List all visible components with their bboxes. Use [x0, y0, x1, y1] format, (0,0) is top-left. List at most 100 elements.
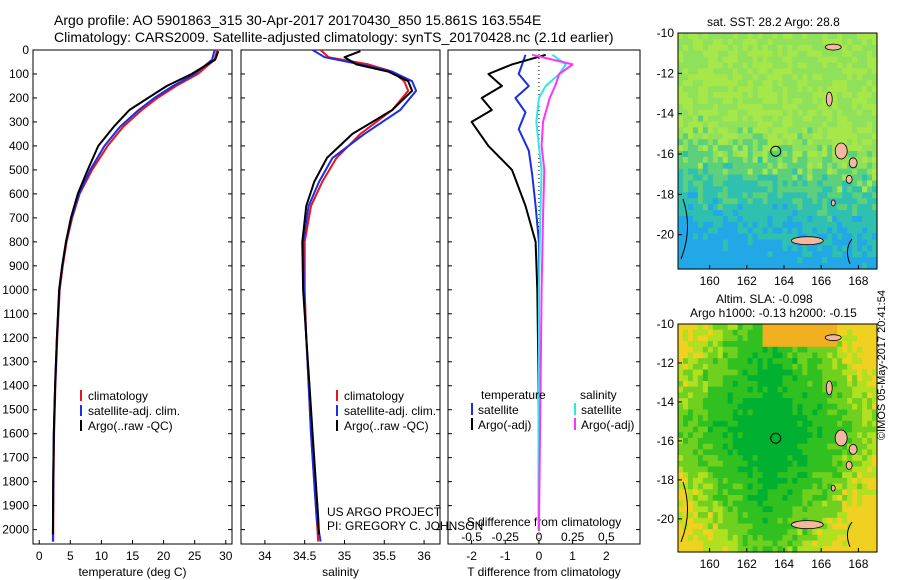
map-cell	[722, 381, 729, 388]
map-cell	[717, 245, 724, 252]
map-cell	[762, 74, 769, 81]
y-tick-label: 1700	[2, 451, 29, 465]
map-cell	[852, 168, 858, 176]
map-cell	[872, 546, 878, 553]
map-cell	[727, 103, 734, 111]
map-cell	[762, 398, 769, 405]
map-cell	[832, 103, 838, 111]
map-cell	[722, 245, 729, 252]
map-cell	[817, 363, 823, 371]
map-cell	[817, 251, 823, 258]
map-cell	[692, 363, 699, 371]
map-cell	[762, 50, 769, 58]
map-cell	[702, 523, 709, 530]
map-cell	[792, 534, 798, 542]
map-cell	[777, 44, 784, 52]
map-cell	[767, 86, 774, 93]
map-cell	[772, 44, 779, 52]
map-cell	[852, 403, 858, 411]
map-cell	[852, 375, 858, 382]
map-cell	[747, 443, 754, 450]
map-cell	[757, 489, 764, 496]
map-cell	[772, 115, 779, 123]
map-cell	[732, 432, 739, 439]
map-cell	[747, 221, 754, 229]
map-cell	[852, 109, 858, 117]
map-cell	[717, 133, 724, 140]
map-cell	[782, 62, 789, 69]
map-cell	[837, 512, 843, 519]
map-cell	[777, 546, 784, 553]
map-cell	[687, 352, 694, 359]
timestamp: ©IMOS 05-May-2017 20:41:54	[876, 290, 888, 440]
map-cell	[722, 198, 729, 205]
map-cell	[822, 33, 828, 40]
map-cell	[787, 215, 794, 223]
map-cell	[737, 466, 744, 473]
map-cell	[682, 145, 689, 152]
map-cell	[757, 529, 764, 536]
map-cell	[737, 103, 744, 111]
map-cell	[767, 477, 774, 485]
map-cell	[762, 257, 769, 264]
map-cell	[697, 477, 704, 485]
map-cell	[682, 62, 689, 69]
map-cell	[697, 426, 704, 433]
map-cell	[817, 398, 823, 405]
map-cell	[727, 263, 734, 270]
map-cell	[687, 381, 694, 388]
map-cell	[772, 415, 779, 422]
map-cell	[827, 529, 833, 536]
map-cell	[702, 145, 709, 152]
map-cell	[762, 215, 769, 223]
map-cell	[702, 386, 709, 393]
map-cell	[762, 403, 769, 411]
map-cell	[702, 335, 709, 342]
map-cell	[707, 426, 714, 433]
map-cell	[782, 415, 789, 422]
map-cell	[777, 121, 784, 128]
map-cell	[697, 103, 704, 111]
map-cell	[772, 133, 779, 140]
map-cell	[737, 483, 744, 490]
map-cell	[852, 145, 858, 152]
map-cell	[842, 546, 848, 553]
map-cell	[807, 341, 813, 348]
map-cell	[827, 151, 833, 158]
map-cell	[692, 186, 699, 193]
map-cell	[692, 483, 699, 490]
map-cell	[852, 363, 858, 371]
float-location-marker	[770, 432, 782, 444]
map-cell	[722, 233, 729, 241]
map-cell	[842, 74, 848, 81]
map-cell	[802, 139, 808, 146]
map-cell	[687, 403, 694, 411]
map-cell	[732, 426, 739, 433]
map-cell	[797, 186, 803, 193]
map-cell	[827, 109, 833, 117]
map-cell	[827, 174, 833, 182]
map-cell	[812, 204, 818, 211]
map-cell	[742, 133, 749, 140]
map-cell	[832, 420, 838, 428]
map-cell	[717, 121, 724, 128]
map-cell	[857, 115, 863, 123]
map-cell	[687, 517, 694, 525]
map-cell	[807, 198, 813, 205]
map-cell	[782, 477, 789, 485]
map-cell	[867, 432, 873, 439]
map-cell	[692, 540, 699, 547]
map-cell	[717, 329, 724, 336]
map-cell	[827, 115, 833, 123]
map-cell	[852, 233, 858, 241]
map-cell	[817, 186, 823, 193]
map-cell	[732, 375, 739, 382]
map-cell	[692, 392, 699, 399]
map-cell	[717, 415, 724, 422]
map-cell	[712, 534, 719, 542]
map-cell	[722, 472, 729, 479]
map-cell	[702, 156, 709, 164]
map-cell	[757, 432, 764, 439]
map-cell	[707, 375, 714, 382]
map-cell	[732, 263, 739, 270]
